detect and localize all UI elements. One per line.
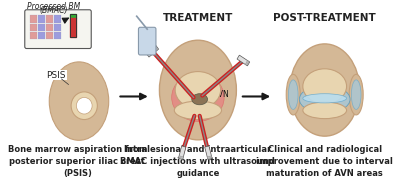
Ellipse shape: [349, 74, 363, 115]
Bar: [205, 146, 212, 160]
Bar: [179, 156, 183, 159]
Text: PSIS: PSIS: [46, 71, 66, 80]
Text: Bone marrow aspiration from
posterior superior iliac crest
(PSIS): Bone marrow aspiration from posterior su…: [8, 145, 147, 178]
Bar: [54, 32, 61, 39]
Bar: [46, 24, 53, 31]
Ellipse shape: [174, 101, 222, 120]
Ellipse shape: [288, 80, 298, 109]
Bar: [46, 32, 53, 39]
Ellipse shape: [303, 69, 346, 104]
Text: Intralesional and intraarticular
BMAC injections with ultrasound
guidance: Intralesional and intraarticular BMAC in…: [120, 145, 275, 178]
Ellipse shape: [303, 94, 346, 103]
Bar: [38, 32, 45, 39]
Bar: [46, 15, 53, 23]
Ellipse shape: [286, 74, 300, 115]
Ellipse shape: [192, 94, 208, 105]
Bar: [146, 46, 159, 57]
Text: Clinical and radiological
improvement due to interval
maturation of AVN areas: Clinical and radiological improvement du…: [256, 145, 393, 178]
Circle shape: [76, 97, 92, 114]
Bar: [154, 46, 158, 51]
Ellipse shape: [351, 80, 361, 109]
Bar: [38, 24, 45, 31]
Bar: [54, 15, 61, 23]
Text: AVN: AVN: [214, 90, 230, 99]
Ellipse shape: [303, 102, 346, 119]
Ellipse shape: [172, 73, 224, 121]
Ellipse shape: [160, 40, 236, 140]
Ellipse shape: [299, 85, 350, 113]
Bar: [245, 60, 249, 65]
Bar: [30, 24, 37, 31]
Circle shape: [71, 92, 97, 120]
Bar: [237, 55, 250, 66]
FancyBboxPatch shape: [25, 10, 91, 48]
Bar: [38, 15, 45, 23]
Bar: [30, 32, 37, 39]
Bar: [178, 146, 186, 160]
Text: (BMAC): (BMAC): [39, 6, 68, 15]
Text: POST-TREATMENT: POST-TREATMENT: [273, 13, 376, 23]
FancyBboxPatch shape: [138, 27, 156, 55]
Ellipse shape: [290, 44, 360, 136]
Bar: [70, 14, 76, 36]
Text: Processed BM: Processed BM: [27, 2, 80, 11]
Bar: [207, 156, 212, 159]
Bar: [30, 15, 37, 23]
Bar: [54, 24, 61, 31]
Ellipse shape: [175, 72, 221, 108]
Bar: [70, 18, 76, 36]
Ellipse shape: [49, 62, 109, 140]
Bar: [70, 14, 76, 18]
Text: TREATMENT: TREATMENT: [163, 13, 233, 23]
